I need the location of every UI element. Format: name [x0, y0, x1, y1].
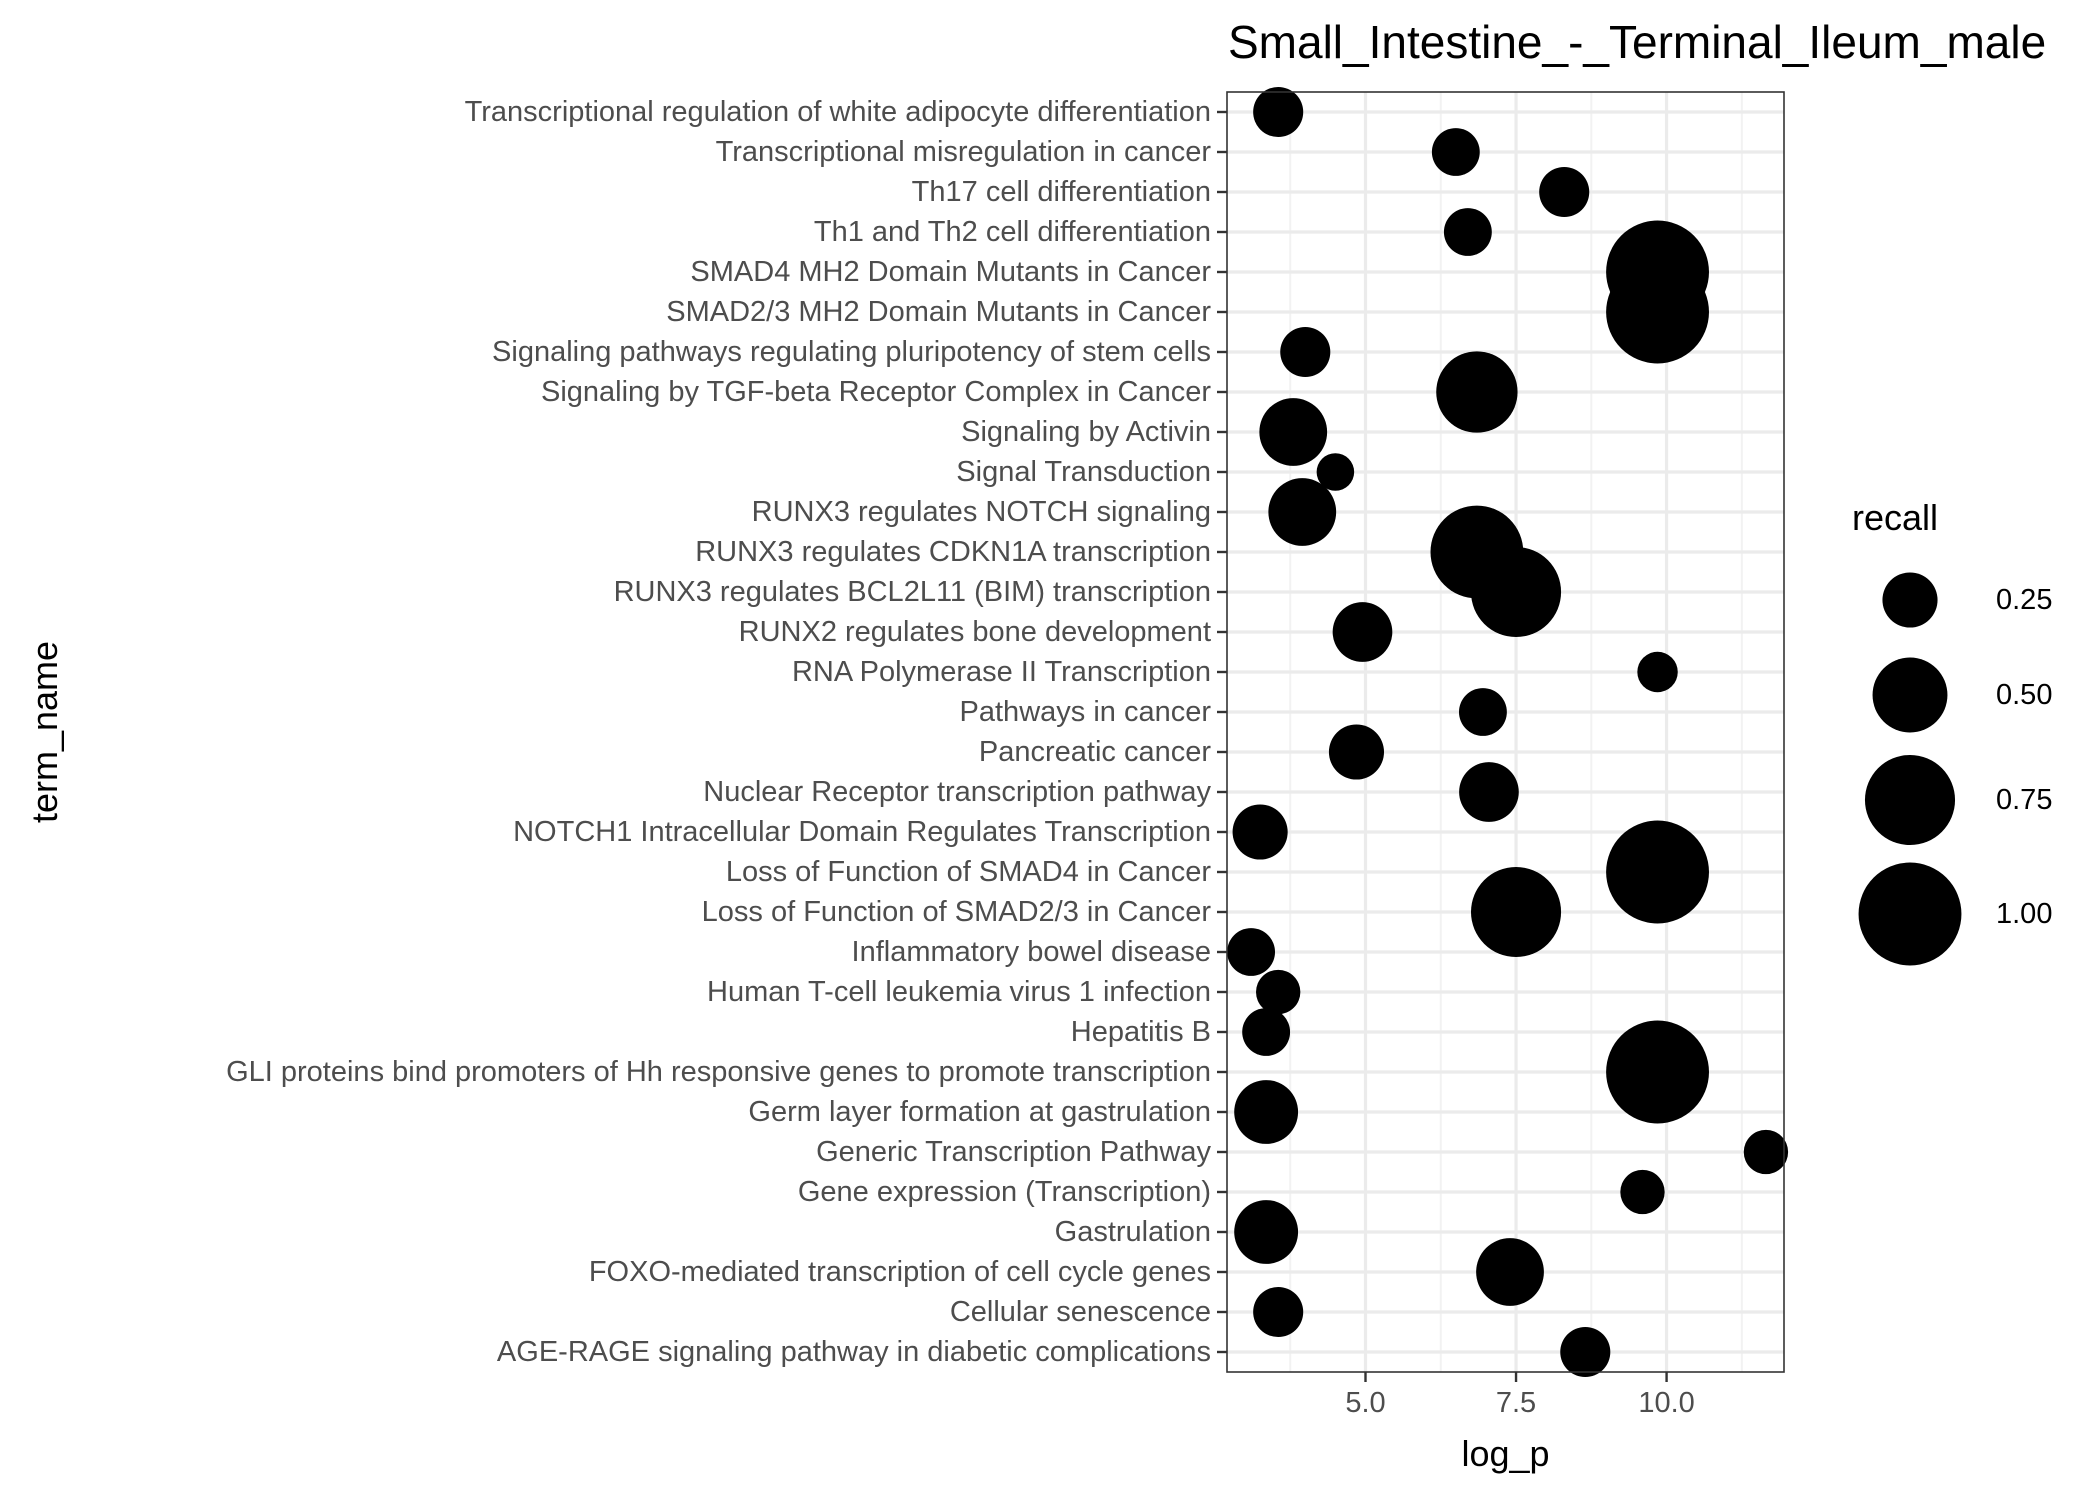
- y-tick-label: AGE-RAGE signaling pathway in diabetic c…: [497, 1336, 1211, 1368]
- legend-label: 1.00: [1996, 898, 2052, 930]
- legend-key: [1858, 862, 1962, 966]
- y-tick-label: Loss of Function of SMAD4 in Cancer: [726, 856, 1212, 888]
- data-point: [1606, 820, 1709, 924]
- data-point: [1458, 688, 1507, 736]
- x-axis-label: log_p: [1461, 1433, 1549, 1474]
- y-tick-label: Generic Transcription Pathway: [816, 1136, 1211, 1168]
- data-point: [1280, 326, 1331, 378]
- data-point: [1470, 866, 1562, 958]
- y-tick-label: Cellular senescence: [950, 1296, 1211, 1328]
- data-point: [1316, 453, 1355, 491]
- data-point: [1539, 166, 1590, 218]
- y-tick-label: Nuclear Receptor transcription pathway: [703, 776, 1211, 808]
- data-point: [1743, 1129, 1789, 1175]
- y-tick-label: GLI proteins bind promoters of Hh respon…: [226, 1056, 1211, 1088]
- y-tick-label: Signaling pathways regulating pluripoten…: [492, 336, 1211, 368]
- y-tick-label: Pancreatic cancer: [979, 736, 1211, 768]
- y-tick-label: RUNX3 regulates BCL2L11 (BIM) transcript…: [614, 576, 1211, 608]
- y-tick-label: Signaling by TGF-beta Receptor Complex i…: [541, 376, 1211, 408]
- legend-key: [1882, 572, 1938, 628]
- y-tick-label: Human T-cell leukemia virus 1 infection: [707, 976, 1211, 1008]
- data-point: [1328, 724, 1385, 780]
- data-point: [1242, 1008, 1291, 1056]
- data-point: [1436, 351, 1518, 433]
- data-point: [1332, 602, 1393, 662]
- y-axis-label: term_name: [24, 641, 65, 823]
- y-tick-label: Th1 and Th2 cell differentiation: [814, 216, 1211, 248]
- x-axis: 5.0 7.5 10.0: [1345, 1372, 1695, 1419]
- y-tick-label: Hepatitis B: [1071, 1016, 1211, 1048]
- data-point: [1431, 128, 1480, 176]
- y-tick-label: Transcriptional regulation of white adip…: [465, 96, 1211, 128]
- legend-key: [1864, 754, 1956, 846]
- y-tick-label: RUNX2 regulates bone development: [739, 616, 1211, 648]
- y-tick-label: Pathways in cancer: [960, 696, 1212, 728]
- legend-title: recall: [1852, 497, 1938, 538]
- x-tick-label: 10.0: [1638, 1387, 1694, 1419]
- x-tick-label: 7.5: [1496, 1387, 1536, 1419]
- y-tick-label: NOTCH1 Intracellular Domain Regulates Tr…: [513, 816, 1211, 848]
- legend: recall 0.25 0.50 0.75 1.00: [1852, 497, 2052, 966]
- legend-label: 0.25: [1996, 584, 2052, 616]
- chart-title: Small_Intestine_-_Terminal_Ileum_male: [1228, 16, 2046, 68]
- legend-label: 0.50: [1996, 679, 2052, 711]
- y-tick-label: RUNX3 regulates NOTCH signaling: [752, 496, 1211, 528]
- x-tick-label: 5.0: [1345, 1387, 1385, 1419]
- data-point: [1430, 505, 1524, 599]
- data-point: [1459, 762, 1519, 822]
- y-tick-label: SMAD4 MH2 Domain Mutants in Cancer: [690, 256, 1211, 288]
- y-tick-label: Germ layer formation at gastrulation: [748, 1096, 1211, 1128]
- data-point: [1234, 1080, 1299, 1144]
- y-tick-label: Signal Transduction: [956, 456, 1211, 488]
- data-point: [1620, 1169, 1665, 1215]
- data-point: [1253, 1286, 1304, 1338]
- data-point: [1234, 1200, 1299, 1264]
- y-tick-label: Gastrulation: [1055, 1216, 1211, 1248]
- y-tick-label: Th17 cell differentiation: [912, 176, 1211, 208]
- data-points: [1227, 86, 1789, 1378]
- data-point: [1253, 86, 1304, 138]
- data-point: [1476, 1238, 1544, 1306]
- data-point: [1232, 804, 1288, 860]
- data-point: [1637, 651, 1678, 693]
- y-tick-label: Signaling by Activin: [961, 416, 1211, 448]
- y-axis: AGE-RAGE signaling pathway in diabetic c…: [226, 96, 1227, 1368]
- y-tick-label: RUNX3 regulates CDKN1A transcription: [695, 536, 1211, 568]
- y-tick-label: Gene expression (Transcription): [798, 1176, 1211, 1208]
- legend-key: [1872, 657, 1948, 733]
- data-point: [1268, 478, 1337, 546]
- data-point: [1606, 220, 1709, 324]
- legend-label: 0.75: [1996, 784, 2052, 816]
- data-point: [1259, 398, 1328, 466]
- y-tick-label: RNA Polymerase II Transcription: [792, 656, 1211, 688]
- data-point: [1606, 1020, 1709, 1124]
- data-point: [1256, 969, 1301, 1015]
- y-tick-label: Loss of Function of SMAD2/3 in Cancer: [702, 896, 1212, 928]
- data-point: [1227, 928, 1276, 976]
- data-point: [1560, 1326, 1611, 1378]
- plot-panel-border: [1226, 91, 1785, 1373]
- y-tick-label: FOXO-mediated transcription of cell cycl…: [589, 1256, 1211, 1288]
- y-tick-label: Transcriptional misregulation in cancer: [716, 136, 1212, 168]
- y-tick-label: Inflammatory bowel disease: [852, 936, 1211, 968]
- y-tick-label: SMAD2/3 MH2 Domain Mutants in Cancer: [666, 296, 1211, 328]
- data-point: [1443, 208, 1492, 256]
